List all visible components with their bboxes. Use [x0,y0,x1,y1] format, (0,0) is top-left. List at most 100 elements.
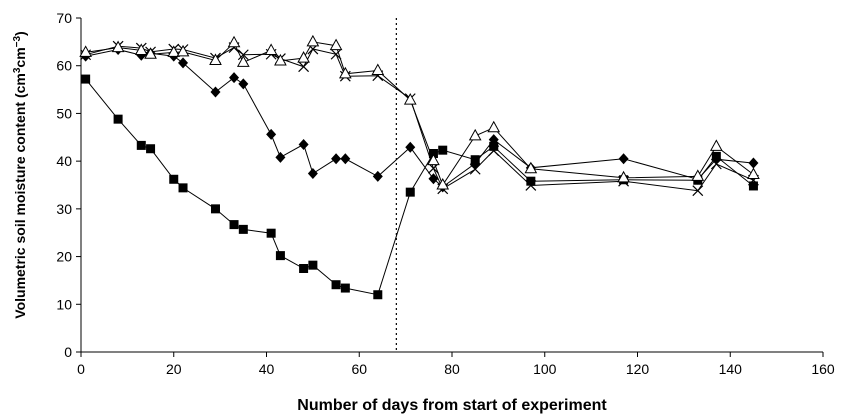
data-point-triangle-open [436,177,450,190]
data-point-diamond-filled [331,153,342,165]
data-point-triangle-open [297,51,310,63]
x-tick-label: 100 [533,361,557,377]
y-axis-title-text: Volumetric soil moisture content (cm3cm−… [12,31,29,318]
data-point-diamond-filled [238,78,249,90]
data-point-square-filled [748,181,758,191]
data-point-square-filled [238,224,248,234]
x-tick-label: 20 [166,361,182,377]
data-point-triangle-open [79,45,92,57]
data-point-triangle-open [236,55,250,67]
data-point-triangle-open [134,43,148,55]
data-point-cross [469,163,481,175]
data-point-triangle-open [338,66,352,79]
x-tick-label: 80 [444,361,460,377]
data-point-triangle-open [371,63,385,75]
data-point-triangle-open [329,38,343,51]
y-axis-title-part: cm [12,47,28,67]
data-point-square-filled [489,141,499,151]
data-point-triangle-open [524,161,538,174]
data-point-diamond-filled [307,168,318,180]
data-point-triangle-open [227,35,241,48]
data-point-square-filled [136,140,146,150]
series-diamond-filled [80,43,759,193]
data-point-diamond-filled [405,141,416,153]
data-point-diamond-filled [372,170,383,182]
y-tick-label: 50 [56,105,72,121]
cross-stroke [525,180,537,191]
data-point-square-filled [266,228,276,238]
x-tick-label: 0 [77,361,85,377]
data-point-triangle-open [274,53,287,66]
cross-stroke [692,185,704,197]
cross-stroke [710,158,722,170]
y-tick-label: 70 [56,10,72,26]
data-point-triangle-open [617,170,630,183]
data-point-diamond-filled [210,86,221,98]
data-point-triangle-open [427,153,440,166]
cross-stroke [237,49,249,61]
data-point-diamond-filled [178,57,189,69]
y-tick-label: 30 [56,201,72,217]
y-axis-title-part: Volumetric soil moisture content (cm [12,73,28,319]
data-point-triangle-open [111,40,125,53]
y-axis-title-superscript: 3 [12,67,23,73]
data-point-cross [330,48,342,60]
data-point-cross [488,145,500,157]
data-point-diamond-filled [275,151,286,163]
x-tick-label: 140 [719,361,743,377]
data-point-cross [298,61,310,73]
data-point-diamond-filled [298,138,309,150]
x-tick-label: 120 [626,361,650,377]
data-point-square-filled [331,280,341,290]
y-axis-title-part: ) [12,31,28,36]
data-point-square-filled [81,74,91,84]
x-tick-label: 40 [259,361,275,377]
data-point-triangle-open [709,139,723,151]
data-point-square-filled [229,220,239,230]
series-line [85,48,754,188]
y-axis-title: Volumetric soil moisture content (cm3cm−… [12,31,29,318]
data-point-triangle-open [264,43,278,55]
data-point-square-filled [113,114,123,124]
ticks: 0 10 20 30 40 50 60 70 0 20 40 60 80 100 120 140 160 [56,10,834,377]
y-tick-label: 60 [56,58,72,74]
data-point-triangle-open [691,169,705,181]
data-point-diamond-filled [488,134,499,146]
data-point-square-filled [405,187,415,197]
data-point-square-filled [275,251,285,261]
y-tick-label: 10 [56,296,72,312]
data-point-cross [692,185,704,197]
series-triangle-open [79,34,760,190]
data-point-square-filled [169,174,179,184]
data-point-cross [710,158,722,170]
y-tick-label: 40 [56,153,72,169]
data-point-diamond-filled [266,128,277,140]
data-point-triangle-open [747,167,760,180]
data-point-triangle-open [468,128,482,141]
data-point-triangle-open [209,53,222,65]
data-point-diamond-filled [340,153,351,165]
data-point-diamond-filled [229,72,240,84]
data-point-square-filled [146,144,156,154]
data-point-triangle-open [176,44,190,57]
series-line [85,45,754,192]
data-point-diamond-filled [618,153,629,165]
cross-stroke [488,145,500,157]
series-square-filled [81,74,758,300]
data-point-square-filled [178,183,188,193]
data-point-square-filled [373,290,383,300]
x-tick-label: 160 [811,361,835,377]
data-point-square-filled [428,149,438,159]
data-point-square-filled [210,204,220,214]
data-point-cross [525,180,537,191]
data-point-square-filled [308,260,318,270]
data-point-triangle-open [167,45,181,57]
cross-stroke [298,61,310,73]
axes [80,18,823,353]
data-point-square-filled [340,283,350,293]
y-tick-label: 0 [64,344,72,360]
data-point-square-filled [438,145,448,155]
cross-stroke [330,48,342,60]
data-point-triangle-open [403,93,417,105]
